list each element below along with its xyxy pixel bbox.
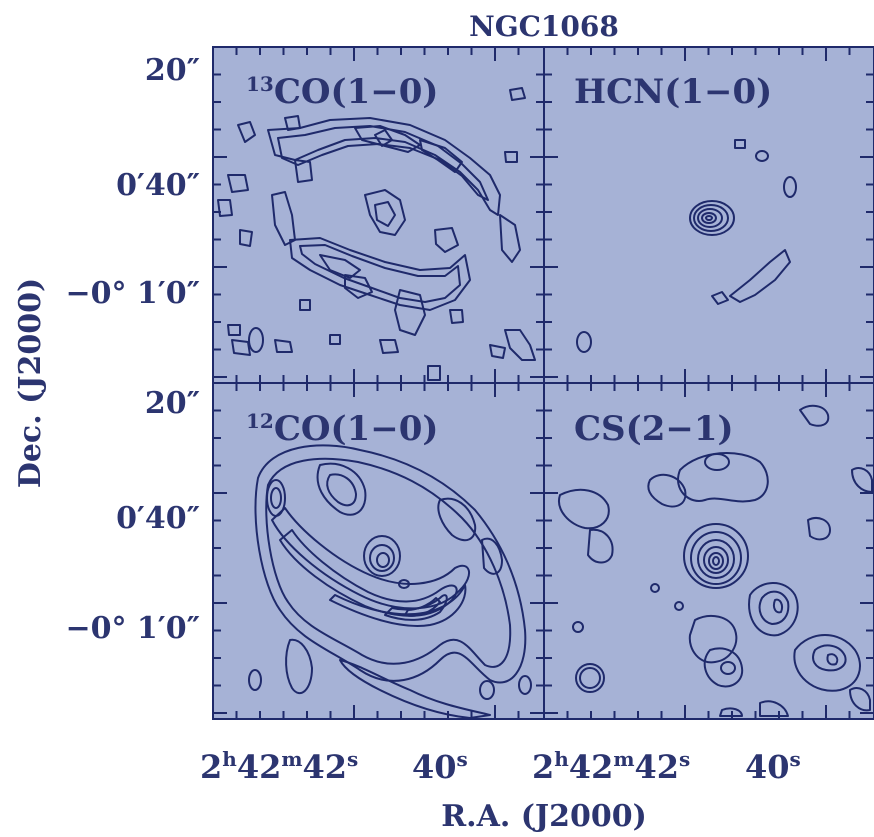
x-tick-s-val-right: 42 bbox=[635, 748, 680, 786]
panel-label-hcn: HCN(1−0) bbox=[574, 72, 772, 112]
y-tick-label-010-bottom: −0° 1′0″ bbox=[65, 611, 200, 646]
x-tick-40-unit-left: s bbox=[457, 747, 468, 771]
x-tick-40-val-right: 40 bbox=[745, 748, 790, 786]
x-tick-label-24242-left: 2h42m42s bbox=[200, 747, 358, 786]
panel-label-13co: 13CO(1−0) bbox=[246, 72, 439, 112]
y-tick-label-040-top: 0′40″ bbox=[116, 168, 200, 203]
panel-label-12co-main: CO(1−0) bbox=[274, 409, 439, 449]
x-tick-s-unit-left: s bbox=[347, 747, 358, 771]
panel-label-12co-sup: 12 bbox=[246, 409, 274, 433]
y-tick-label-20-bottom: 20″ bbox=[145, 386, 200, 421]
y-tick-label-010-top: −0° 1′0″ bbox=[65, 276, 200, 311]
x-axis-label: R.A. (J2000) bbox=[441, 799, 647, 834]
x-tick-h-unit-right: h bbox=[554, 747, 569, 771]
panel-label-12co: 12CO(1−0) bbox=[246, 409, 439, 449]
contours-cs bbox=[558, 404, 873, 717]
panel-label-13co-sup: 13 bbox=[246, 72, 274, 96]
x-tick-m-val-left: 42 bbox=[237, 748, 282, 786]
x-tick-s-unit-right: s bbox=[679, 747, 690, 771]
x-tick-label-40-left: 40s bbox=[412, 747, 468, 786]
panel-label-cs: CS(2−1) bbox=[574, 409, 734, 449]
tick-marks bbox=[213, 47, 874, 719]
panel-label-13co-main: CO(1−0) bbox=[274, 72, 439, 112]
x-tick-h-unit-left: h bbox=[222, 747, 237, 771]
x-tick-h-val-right: 2 bbox=[532, 748, 554, 786]
y-tick-label-040-bottom: 0′40″ bbox=[116, 501, 200, 536]
x-tick-40-val-left: 40 bbox=[412, 748, 457, 786]
panel-13co-bg bbox=[213, 47, 544, 383]
x-tick-h-val-left: 2 bbox=[200, 748, 222, 786]
y-axis-label: Dec. (J2000) bbox=[13, 278, 48, 488]
chart-title: NGC1068 bbox=[469, 10, 619, 43]
x-tick-label-24242-right: 2h42m42s bbox=[532, 747, 690, 786]
panel-12co-bg bbox=[213, 383, 544, 719]
x-tick-m-unit-left: m bbox=[281, 747, 302, 771]
x-tick-m-val-right: 42 bbox=[569, 748, 614, 786]
x-tick-s-val-left: 42 bbox=[303, 748, 348, 786]
contours-13co bbox=[217, 87, 536, 381]
y-tick-label-20-top: 20″ bbox=[145, 53, 200, 88]
x-tick-40-unit-right: s bbox=[790, 747, 801, 771]
contours-hcn bbox=[576, 139, 797, 353]
x-tick-label-40-right: 40s bbox=[745, 747, 801, 786]
x-tick-m-unit-right: m bbox=[613, 747, 634, 771]
contours-12co bbox=[248, 444, 532, 719]
